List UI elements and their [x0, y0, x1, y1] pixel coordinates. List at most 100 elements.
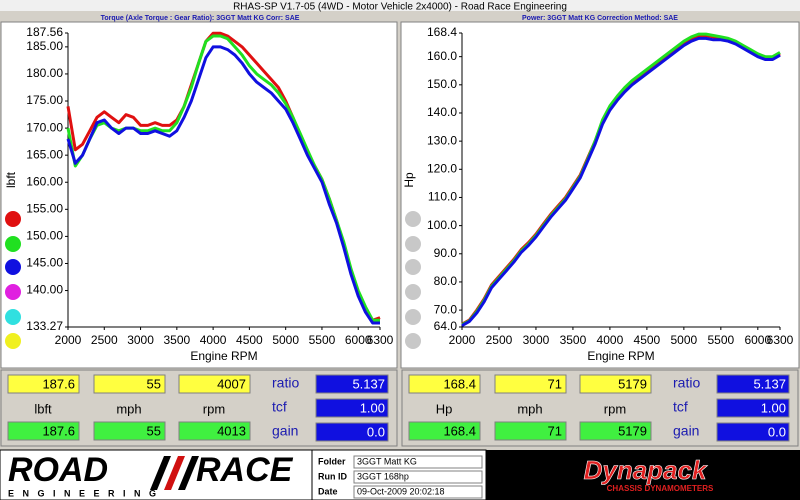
y-tick-label: 175.00	[26, 93, 63, 107]
x-tick-label: 6300	[767, 333, 794, 347]
setting-value: 0.0	[768, 424, 786, 439]
y-tick-label: 90.0	[434, 246, 458, 260]
y-tick-label: 180.00	[26, 66, 63, 80]
x-tick-label: 2500	[91, 333, 118, 347]
run-dot[interactable]	[5, 284, 21, 300]
cursor-value: 71	[548, 423, 562, 438]
x-tick-label: 2000	[55, 333, 82, 347]
setting-box	[716, 398, 790, 418]
cursor-value: 55	[147, 423, 161, 438]
y-tick-label: 80.0	[434, 274, 458, 288]
title-bar	[0, 0, 800, 11]
x-axis-label: Engine RPM	[587, 349, 654, 363]
y-tick-label: 150.00	[26, 229, 63, 243]
field-value: 3GGT 168hp	[357, 471, 409, 481]
peak-box	[7, 374, 80, 394]
chart-subtitle: Torque (Axle Torque : Gear Ratio): 3GGT …	[101, 15, 300, 22]
chart-subtitle: Power: 3GGT Matt KG Correction Method: S…	[522, 15, 678, 22]
x-tick-label: 3500	[560, 333, 587, 347]
run-dot[interactable]	[405, 259, 421, 275]
peak-value: 168.4	[443, 376, 476, 391]
logo-box	[0, 449, 313, 500]
x-axis-label: Engine RPM	[190, 349, 257, 363]
y-tick-label: 110.0	[428, 190, 457, 204]
setting-label: gain	[673, 423, 699, 439]
run-dot[interactable]	[5, 236, 21, 252]
run-dot[interactable]	[405, 211, 421, 227]
run-dot[interactable]	[405, 333, 421, 349]
setting-box	[315, 398, 389, 418]
y-tick-label: 70.0	[434, 302, 458, 316]
peak-box	[178, 374, 251, 394]
y-tick-label: 160.00	[26, 174, 63, 188]
y-axis-label: lbft	[4, 171, 18, 188]
brand-box	[486, 450, 800, 500]
setting-value: 1.00	[761, 400, 786, 415]
x-tick-label: 2000	[449, 333, 476, 347]
peak-value: 4007	[217, 376, 246, 391]
run-dot[interactable]	[5, 259, 21, 275]
unit-label: lbft	[34, 401, 52, 416]
field-label: Date	[318, 486, 338, 496]
y-tick-label: 170.00	[26, 120, 63, 134]
brand-name: Dynapack	[584, 455, 708, 485]
y-tick-label: 140.00	[26, 283, 63, 297]
cursor-box	[494, 421, 567, 441]
setting-label: gain	[272, 423, 298, 439]
y-tick-label: 133.27	[26, 319, 63, 333]
setting-box	[716, 374, 790, 394]
y-tick-label: 145.00	[26, 256, 63, 270]
setting-label: tcf	[673, 399, 688, 415]
y-tick-label: 165.00	[26, 147, 63, 161]
setting-value: 5.137	[352, 376, 385, 391]
field-value: 3GGT Matt KG	[357, 456, 417, 466]
run-dot[interactable]	[5, 333, 21, 349]
x-tick-label: 4000	[597, 333, 624, 347]
cursor-value: 168.4	[443, 423, 476, 438]
setting-value: 5.137	[753, 376, 786, 391]
field-box	[353, 455, 483, 469]
series-line	[461, 36, 781, 327]
cursor-box	[178, 421, 251, 441]
cursor-box	[93, 421, 166, 441]
series-line	[66, 45, 380, 325]
power-panel	[400, 21, 800, 369]
run-dot[interactable]	[405, 309, 421, 325]
run-dot[interactable]	[405, 284, 421, 300]
cursor-box	[408, 421, 481, 441]
series-line	[66, 34, 380, 322]
logo-stripe	[164, 456, 185, 490]
y-tick-label: 100.0	[427, 218, 457, 232]
x-tick-label: 4000	[200, 333, 227, 347]
setting-value: 0.0	[367, 424, 385, 439]
run-selectors	[5, 211, 421, 349]
y-tick-label: 120.0	[427, 161, 457, 175]
peak-value: 187.6	[42, 376, 75, 391]
y-tick-label: 187.56	[26, 25, 63, 39]
window-title: RHAS-SP V1.7-05 (4WD - Motor Vehicle 2x4…	[233, 2, 567, 13]
peak-box	[494, 374, 567, 394]
run-dot[interactable]	[405, 236, 421, 252]
x-tick-label: 6300	[367, 333, 394, 347]
y-tick-label: 155.00	[26, 201, 63, 215]
x-tick-label: 5500	[707, 333, 734, 347]
field-value: 09-Oct-2009 20:02:18	[357, 486, 445, 496]
field-label: Folder	[318, 456, 346, 466]
run-dot[interactable]	[5, 211, 21, 227]
run-dot[interactable]	[5, 309, 21, 325]
unit-label: rpm	[203, 401, 225, 416]
setting-box	[315, 422, 389, 442]
x-tick-label: 5000	[671, 333, 698, 347]
peak-box	[579, 374, 652, 394]
setting-value: 1.00	[360, 400, 385, 415]
y-tick-label: 160.0	[427, 49, 457, 63]
logo-race: RACE	[196, 451, 294, 489]
cursor-value: 187.6	[42, 423, 75, 438]
peak-value: 71	[548, 376, 562, 391]
brand-tagline: CHASSIS DYNAMOMETERS	[607, 484, 714, 493]
cursor-box	[7, 421, 80, 441]
x-tick-label: 3000	[127, 333, 154, 347]
y-tick-label: 185.00	[26, 39, 63, 53]
cursor-value: 5179	[618, 423, 647, 438]
cursor-box	[579, 421, 652, 441]
